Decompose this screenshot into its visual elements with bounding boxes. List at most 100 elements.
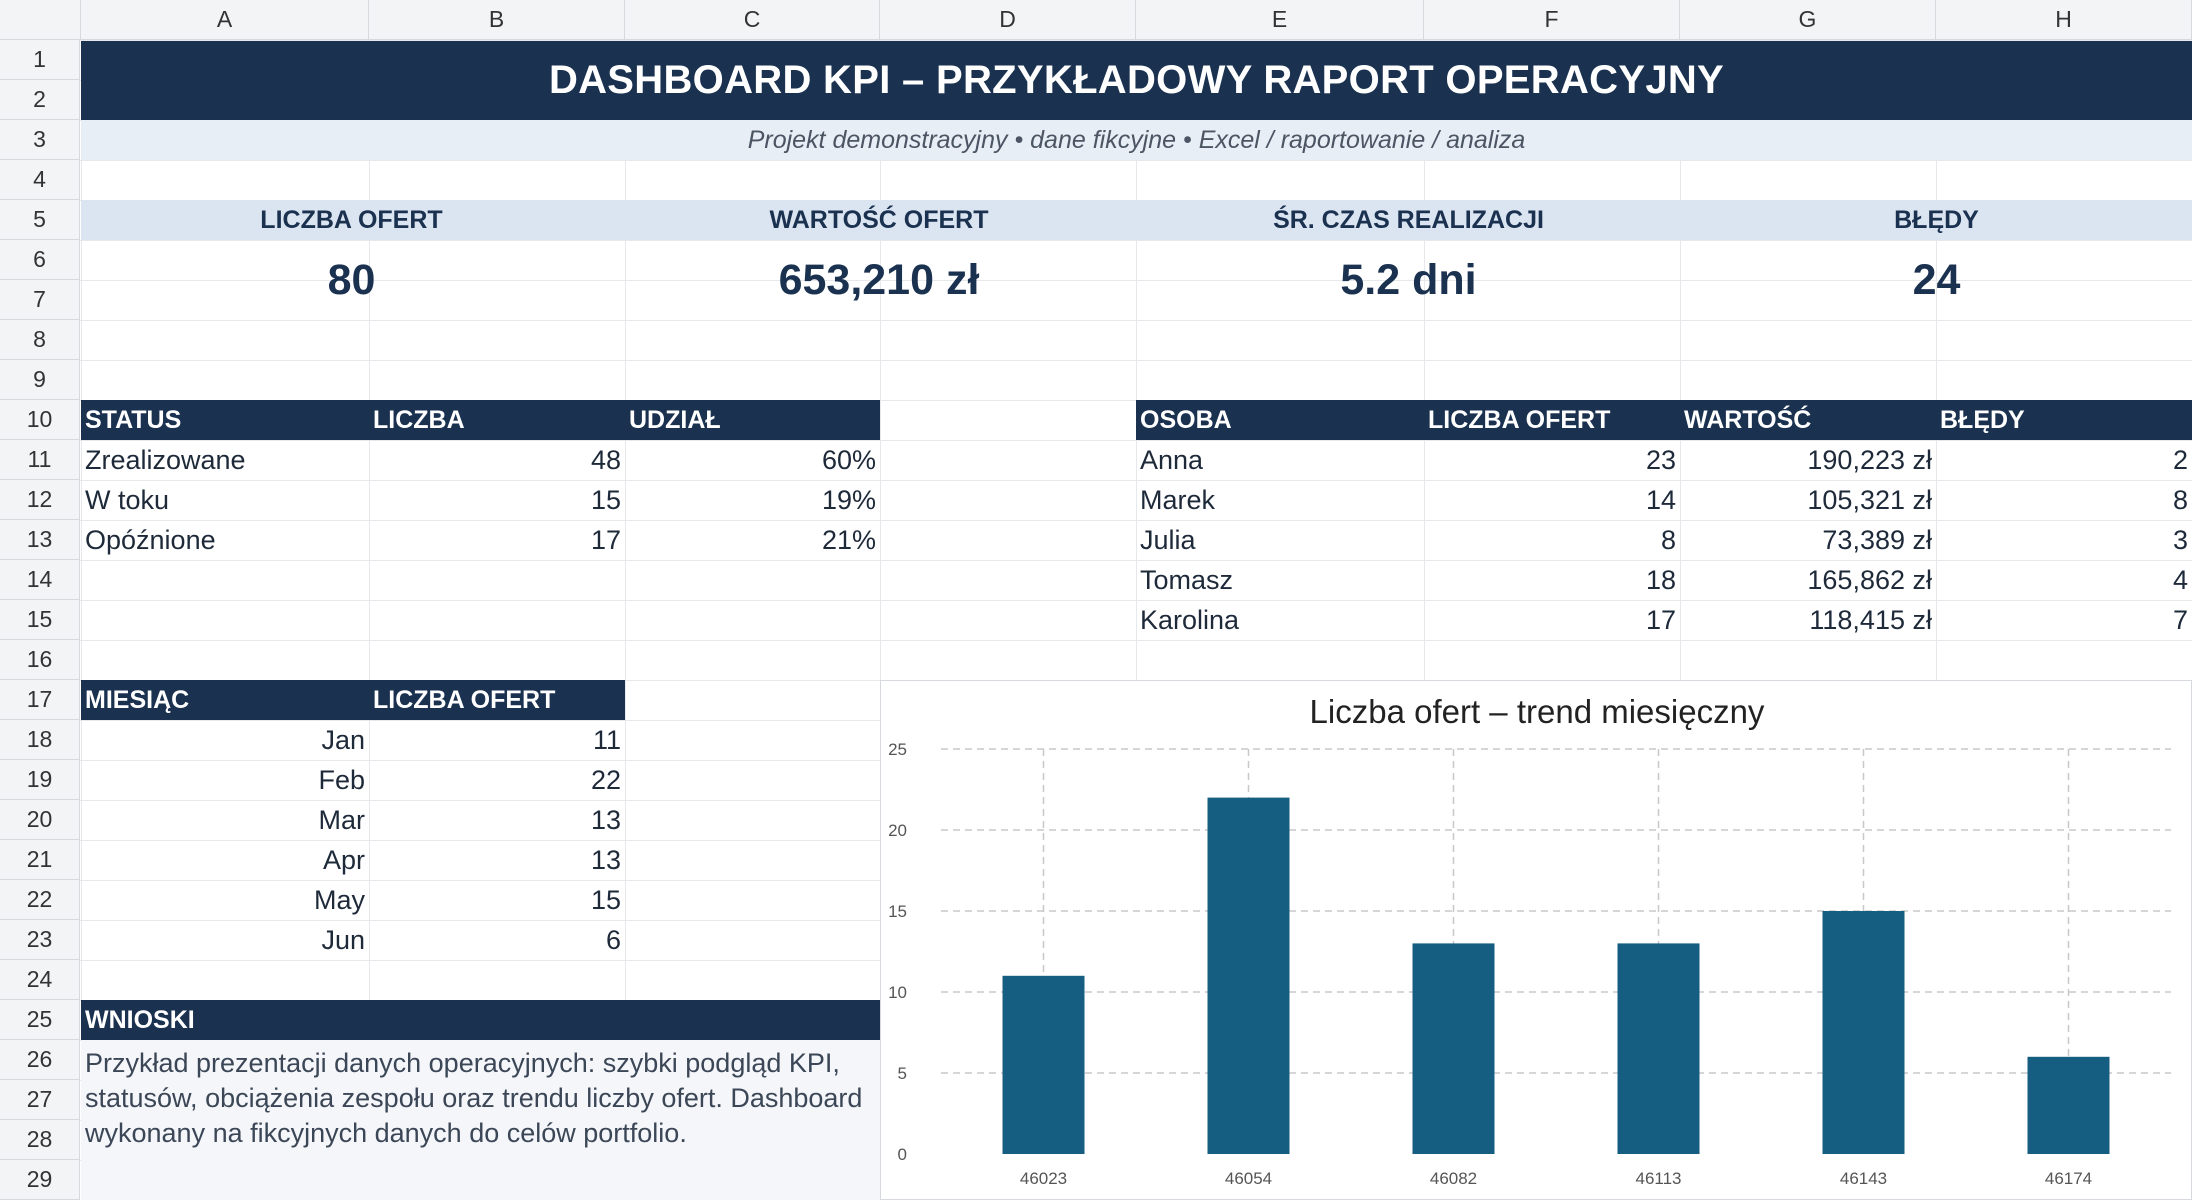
row-header-27[interactable]: 27 (0, 1080, 80, 1120)
row-header-4[interactable]: 4 (0, 160, 80, 200)
month-cell[interactable]: Apr (322, 844, 365, 875)
status-share-cell[interactable]: 19% (821, 484, 876, 515)
chart-bar[interactable] (1207, 797, 1290, 1154)
kpi-offers-label[interactable]: LICZBA OFERT (81, 200, 622, 240)
person-value-col-header[interactable]: WARTOŚĆ (1680, 400, 1936, 440)
person-value-cell[interactable]: 118,415 zł (1809, 604, 1932, 635)
row-header-2[interactable]: 2 (0, 80, 80, 120)
person-errors-cell[interactable]: 7 (2172, 604, 2188, 635)
month-offers-cell[interactable]: 22 (590, 764, 621, 795)
person-name-cell[interactable]: Julia (1140, 524, 1196, 555)
month-offers-cell[interactable]: 6 (605, 924, 621, 955)
count-col-header[interactable]: LICZBA (369, 400, 625, 440)
person-value-cell[interactable]: 105,321 zł (1807, 484, 1932, 515)
month-offers-cell[interactable]: 13 (590, 804, 621, 835)
person-errors-cell[interactable]: 4 (2172, 564, 2188, 595)
column-header-h[interactable]: H (1936, 0, 2192, 40)
month-cell[interactable]: May (313, 884, 365, 915)
row-header-18[interactable]: 18 (0, 720, 80, 760)
notes-header[interactable]: WNIOSKI (81, 1000, 880, 1040)
month-cell[interactable]: Feb (318, 764, 365, 795)
person-value-cell[interactable]: 190,223 zł (1807, 444, 1932, 475)
dashboard-subtitle[interactable]: Projekt demonstracyjny • dane fikcyjne •… (81, 120, 2192, 160)
kpi-errors-label[interactable]: BŁĘDY (1681, 200, 2192, 240)
column-header-f[interactable]: F (1424, 0, 1680, 40)
column-header-c[interactable]: C (625, 0, 880, 40)
row-header-3[interactable]: 3 (0, 120, 80, 160)
kpi-avg-time-value[interactable]: 5.2 dni (1340, 255, 1477, 304)
chart-bar[interactable] (1617, 943, 1700, 1154)
row-header-5[interactable]: 5 (0, 200, 80, 240)
row-header-9[interactable]: 9 (0, 360, 80, 400)
column-header-g[interactable]: G (1680, 0, 1936, 40)
month-offers-cell[interactable]: 15 (590, 884, 621, 915)
row-header-28[interactable]: 28 (0, 1120, 80, 1160)
person-offers-cell[interactable]: 8 (1660, 524, 1676, 555)
column-header-b[interactable]: B (369, 0, 625, 40)
trend-chart[interactable]: Liczba ofert – trend miesięczny 0 5 10 15 20… (880, 680, 2192, 1200)
chart-bar[interactable] (2027, 1056, 2110, 1154)
month-cell[interactable]: Jan (321, 724, 365, 755)
status-count-cell[interactable]: 15 (590, 484, 621, 515)
kpi-value-value[interactable]: 653,210 zł (778, 255, 980, 304)
person-offers-cell[interactable]: 23 (1645, 444, 1676, 475)
month-cell[interactable]: Jun (321, 924, 365, 955)
chart-bar[interactable] (1822, 911, 1905, 1154)
person-errors-col-header[interactable]: BŁĘDY (1936, 400, 2192, 440)
month-offers-cell[interactable]: 11 (592, 724, 621, 755)
kpi-offers-value[interactable]: 80 (327, 255, 376, 304)
status-count-cell[interactable]: 48 (590, 444, 621, 475)
person-offers-cell[interactable]: 18 (1645, 564, 1676, 595)
row-header-8[interactable]: 8 (0, 320, 80, 360)
person-name-cell[interactable]: Marek (1140, 484, 1216, 515)
person-name-cell[interactable]: Karolina (1140, 604, 1240, 635)
person-offers-cell[interactable]: 17 (1645, 604, 1676, 635)
month-cell[interactable]: Mar (318, 804, 366, 835)
row-header-29[interactable]: 29 (0, 1160, 80, 1200)
status-col-header[interactable]: STATUS (81, 400, 369, 440)
person-value-cell[interactable]: 165,862 zł (1807, 564, 1932, 595)
dashboard-title[interactable]: DASHBOARD KPI – PRZYKŁADOWY RAPORT OPERA… (81, 41, 2192, 120)
row-header-1[interactable]: 1 (0, 40, 80, 80)
row-header-26[interactable]: 26 (0, 1040, 80, 1080)
kpi-errors-value[interactable]: 24 (1912, 255, 1961, 304)
row-header-12[interactable]: 12 (0, 480, 80, 520)
row-header-23[interactable]: 23 (0, 920, 80, 960)
column-header-a[interactable]: A (81, 0, 369, 40)
person-offers-col-header[interactable]: LICZBA OFERT (1424, 400, 1680, 440)
row-header-21[interactable]: 21 (0, 840, 80, 880)
column-header-e[interactable]: E (1136, 0, 1424, 40)
status-cell[interactable]: Opóźnione (85, 524, 216, 555)
row-header-16[interactable]: 16 (0, 640, 80, 680)
chart-bar[interactable] (1002, 975, 1085, 1154)
row-header-20[interactable]: 20 (0, 800, 80, 840)
row-header-25[interactable]: 25 (0, 1000, 80, 1040)
select-all-corner[interactable] (0, 0, 81, 40)
person-name-cell[interactable]: Anna (1140, 444, 1204, 475)
status-share-cell[interactable]: 21% (821, 524, 876, 555)
row-header-24[interactable]: 24 (0, 960, 80, 1000)
row-header-19[interactable]: 19 (0, 760, 80, 800)
status-cell[interactable]: W toku (85, 484, 170, 515)
chart-bar[interactable] (1412, 943, 1495, 1154)
status-cell[interactable]: Zrealizowane (85, 444, 246, 475)
person-errors-cell[interactable]: 8 (2172, 484, 2188, 515)
person-value-cell[interactable]: 73,389 zł (1822, 524, 1932, 555)
row-header-6[interactable]: 6 (0, 240, 80, 280)
row-header-10[interactable]: 10 (0, 400, 80, 440)
kpi-avg-time-label[interactable]: ŚR. CZAS REALIZACJI (1136, 200, 1681, 240)
status-count-cell[interactable]: 17 (590, 524, 621, 555)
row-header-14[interactable]: 14 (0, 560, 80, 600)
row-header-15[interactable]: 15 (0, 600, 80, 640)
person-col-header[interactable]: OSOBA (1136, 400, 1424, 440)
column-header-d[interactable]: D (880, 0, 1136, 40)
month-col-header[interactable]: MIESIĄC (81, 680, 369, 720)
row-header-7[interactable]: 7 (0, 280, 80, 320)
kpi-value-label[interactable]: WARTOŚĆ OFERT (622, 200, 1136, 240)
notes-panel[interactable]: Przykład prezentacji danych operacyjnych… (81, 1040, 880, 1200)
month-offers-cell[interactable]: 13 (590, 844, 621, 875)
month-offers-col-header[interactable]: LICZBA OFERT (369, 680, 625, 720)
row-header-17[interactable]: 17 (0, 680, 80, 720)
row-header-11[interactable]: 11 (0, 440, 80, 480)
row-header-13[interactable]: 13 (0, 520, 80, 560)
